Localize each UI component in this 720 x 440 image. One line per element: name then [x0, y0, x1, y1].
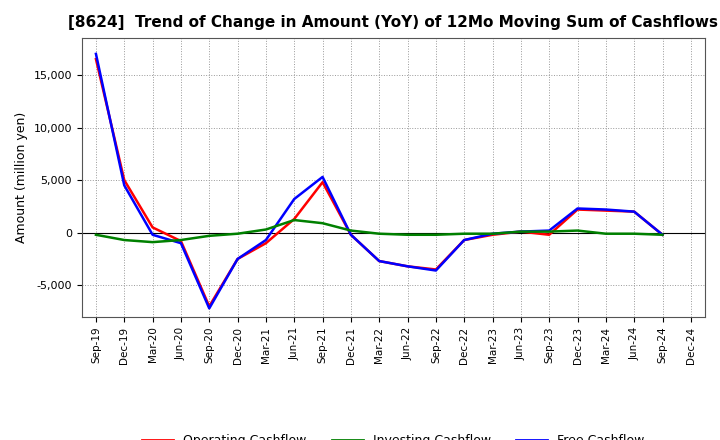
- Free Cashflow: [460, 238, 469, 243]
- Investing Cashflow: [346, 228, 355, 233]
- Investing Cashflow: [460, 231, 469, 236]
- Free Cashflow: [346, 232, 355, 238]
- Investing Cashflow: [176, 238, 185, 243]
- Investing Cashflow: [233, 231, 242, 236]
- Free Cashflow: [545, 228, 554, 233]
- Title: [8624]  Trend of Change in Amount (YoY) of 12Mo Moving Sum of Cashflows: [8624] Trend of Change in Amount (YoY) o…: [68, 15, 719, 30]
- Investing Cashflow: [205, 233, 214, 238]
- Free Cashflow: [488, 231, 497, 236]
- Line: Free Cashflow: Free Cashflow: [96, 54, 662, 308]
- Free Cashflow: [91, 51, 100, 56]
- Free Cashflow: [516, 229, 525, 234]
- Operating Cashflow: [120, 177, 129, 183]
- Legend: Operating Cashflow, Investing Cashflow, Free Cashflow: Operating Cashflow, Investing Cashflow, …: [137, 429, 649, 440]
- Free Cashflow: [403, 264, 412, 269]
- Investing Cashflow: [431, 232, 440, 238]
- Operating Cashflow: [658, 232, 667, 238]
- Operating Cashflow: [460, 238, 469, 243]
- Investing Cashflow: [290, 217, 299, 223]
- Free Cashflow: [120, 183, 129, 188]
- Investing Cashflow: [261, 227, 270, 232]
- Free Cashflow: [601, 207, 610, 212]
- Operating Cashflow: [261, 241, 270, 246]
- Line: Investing Cashflow: Investing Cashflow: [96, 220, 662, 242]
- Operating Cashflow: [176, 238, 185, 244]
- Operating Cashflow: [488, 232, 497, 238]
- Investing Cashflow: [630, 231, 639, 236]
- Free Cashflow: [148, 232, 157, 238]
- Investing Cashflow: [488, 231, 497, 236]
- Investing Cashflow: [403, 232, 412, 238]
- Investing Cashflow: [658, 232, 667, 238]
- Free Cashflow: [375, 258, 384, 264]
- Operating Cashflow: [346, 232, 355, 238]
- Operating Cashflow: [148, 225, 157, 230]
- Free Cashflow: [233, 257, 242, 262]
- Free Cashflow: [573, 206, 582, 211]
- Operating Cashflow: [205, 304, 214, 309]
- Operating Cashflow: [573, 207, 582, 212]
- Operating Cashflow: [403, 264, 412, 269]
- Free Cashflow: [318, 174, 327, 180]
- Operating Cashflow: [545, 232, 554, 238]
- Investing Cashflow: [318, 220, 327, 226]
- Operating Cashflow: [233, 257, 242, 262]
- Operating Cashflow: [630, 209, 639, 214]
- Y-axis label: Amount (million yen): Amount (million yen): [15, 112, 28, 243]
- Free Cashflow: [261, 238, 270, 243]
- Free Cashflow: [205, 306, 214, 311]
- Line: Operating Cashflow: Operating Cashflow: [96, 59, 662, 306]
- Operating Cashflow: [290, 216, 299, 222]
- Operating Cashflow: [601, 208, 610, 213]
- Operating Cashflow: [91, 56, 100, 62]
- Investing Cashflow: [601, 231, 610, 236]
- Free Cashflow: [431, 268, 440, 273]
- Investing Cashflow: [375, 231, 384, 236]
- Operating Cashflow: [431, 267, 440, 272]
- Operating Cashflow: [375, 258, 384, 264]
- Free Cashflow: [630, 209, 639, 214]
- Investing Cashflow: [91, 232, 100, 238]
- Free Cashflow: [290, 196, 299, 202]
- Free Cashflow: [658, 232, 667, 238]
- Investing Cashflow: [545, 229, 554, 234]
- Investing Cashflow: [120, 238, 129, 243]
- Investing Cashflow: [148, 239, 157, 245]
- Investing Cashflow: [516, 229, 525, 234]
- Free Cashflow: [176, 241, 185, 246]
- Operating Cashflow: [516, 229, 525, 234]
- Investing Cashflow: [573, 228, 582, 233]
- Operating Cashflow: [318, 180, 327, 185]
